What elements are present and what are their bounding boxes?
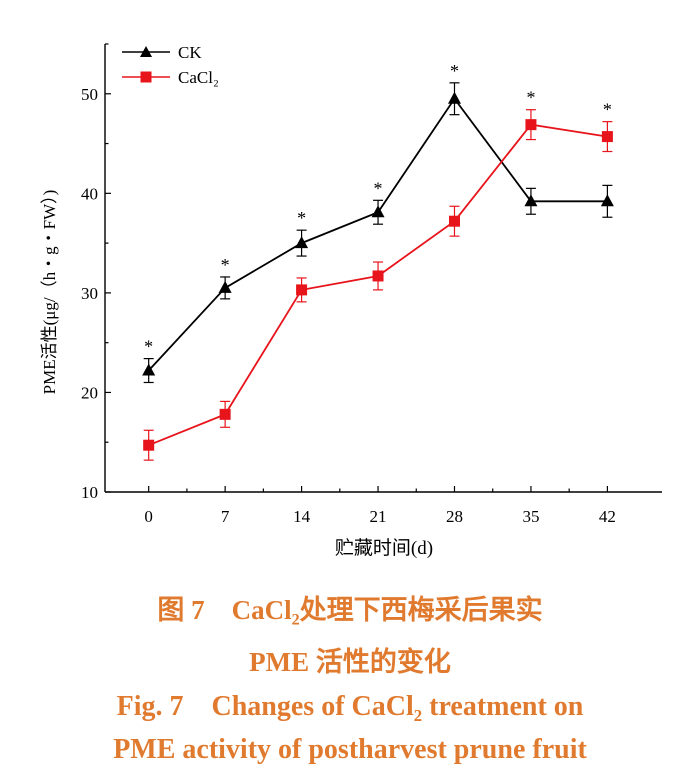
ck-point: [524, 194, 538, 207]
cacl2-point: [143, 439, 155, 451]
y-tick-label: 50: [81, 85, 98, 104]
y-tick-label: 20: [81, 383, 98, 402]
x-tick-label: 35: [522, 507, 539, 526]
x-tick-label: 14: [293, 507, 311, 526]
x-axis-title: 贮藏时间(d): [335, 537, 433, 559]
plot-area: * * * * * * *: [142, 61, 614, 461]
caption-cn-suffix: 处理下西梅采后果实: [299, 595, 543, 625]
significance-marker: *: [221, 255, 230, 275]
ck-point: [447, 91, 461, 104]
significance-marker: *: [450, 61, 459, 81]
significance-marker: *: [144, 337, 153, 357]
legend-cacl2-label: CaCl₂: [178, 68, 219, 87]
significance-marker: *: [297, 208, 306, 228]
ck-point: [295, 236, 309, 249]
axes: 10 20 30 40 50 0 7 14 21 28 35 42: [81, 43, 662, 526]
y-tick-label: 10: [81, 483, 98, 502]
legend-ck-marker: [140, 46, 152, 57]
caption-en-subscript: 2: [413, 705, 423, 725]
ck-point: [371, 205, 385, 218]
legend-cacl2-marker: [140, 71, 152, 83]
figure-caption-cn-line2: PME 活性的变化: [249, 647, 451, 677]
y-tick-label: 30: [81, 284, 98, 303]
cacl2-point: [372, 270, 384, 282]
x-tick-label: 28: [446, 507, 463, 526]
cacl2-point: [219, 408, 231, 420]
ck-series-line: [148, 97, 608, 372]
x-tick-label: 42: [599, 507, 616, 526]
caption-cn-prefix: 图 7 CaCl: [157, 595, 292, 625]
x-tick-label: 0: [144, 507, 153, 526]
significance-marker: *: [603, 100, 612, 120]
significance-marker: *: [526, 88, 535, 108]
x-tick-label: 7: [221, 507, 230, 526]
figure-caption-en-line1: Fig. 7 Changes of CaCl2 treatment on: [0, 684, 700, 726]
caption-en-suffix: treatment on: [422, 691, 584, 722]
figure-caption-cn-line1: 图 7 CaCl2处理下西梅采后果实: [0, 588, 700, 630]
y-axis-title: PME活性(μg/（h・g・FW）): [40, 190, 59, 395]
cacl2-point: [525, 119, 537, 131]
caption-en-prefix: Fig. 7 Changes of CaCl: [116, 691, 414, 722]
ck-point: [600, 194, 614, 207]
legend: CK CaCl₂: [122, 43, 219, 87]
legend-ck-label: CK: [178, 43, 202, 62]
cacl2-point: [296, 284, 308, 296]
cacl2-point: [601, 131, 613, 143]
cacl2-point: [448, 215, 460, 227]
caption-cn-subscript: 2: [291, 610, 300, 629]
figure-caption-en-line2: PME activity of postharvest prune fruit: [113, 734, 587, 765]
y-tick-label: 40: [81, 184, 98, 203]
ck-point: [142, 363, 156, 376]
significance-marker: *: [374, 178, 383, 198]
ck-point: [218, 280, 232, 293]
x-tick-label: 21: [370, 507, 387, 526]
